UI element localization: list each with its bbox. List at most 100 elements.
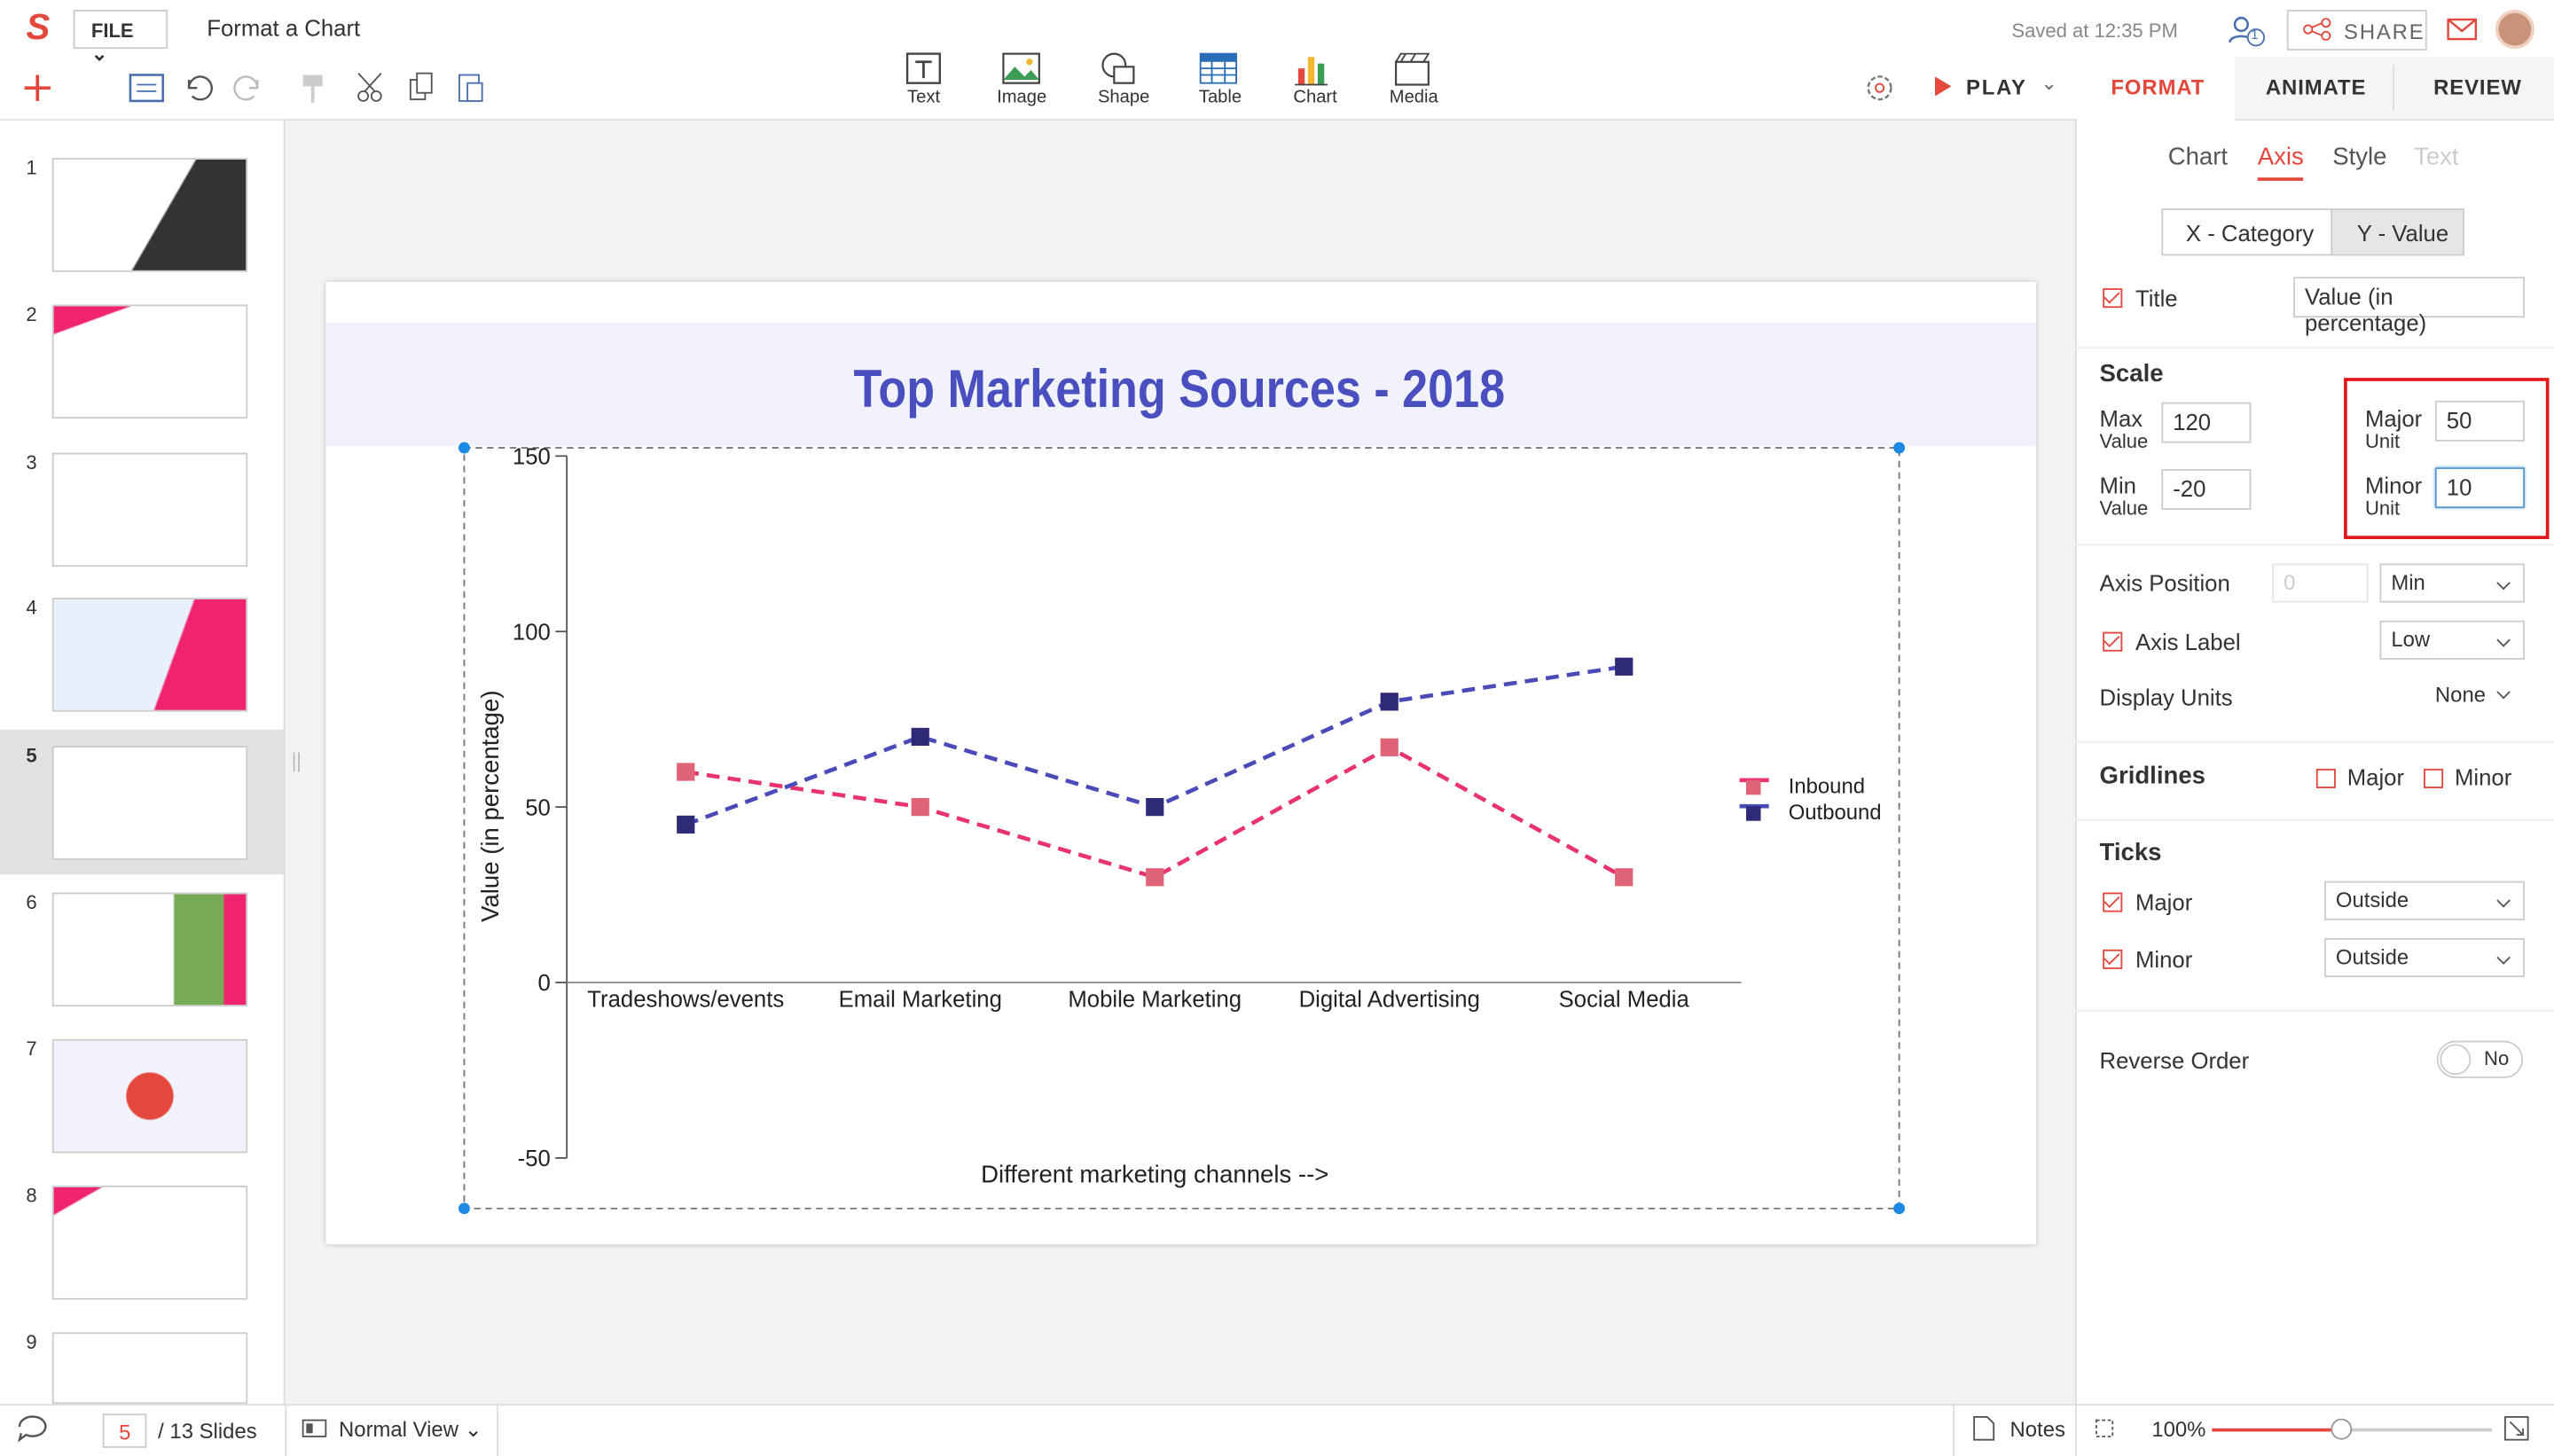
fit-icon[interactable] (2091, 1415, 2117, 1441)
major-label-sub: Unit (2364, 429, 2401, 453)
data-point (1380, 693, 1398, 711)
mail-icon[interactable] (2447, 15, 2482, 44)
slide-thumbnail[interactable] (51, 1332, 248, 1405)
tab-review[interactable]: REVIEW (2433, 74, 2522, 100)
axis-label-checkbox[interactable] (2103, 631, 2123, 652)
slide-number: 2 (26, 302, 37, 326)
subtab-axis[interactable]: Axis (2257, 143, 2304, 171)
toolbar-chart[interactable]: Chart (1293, 88, 1337, 108)
slide-thumbnail[interactable] (51, 304, 248, 419)
share-icon (2303, 18, 2331, 41)
fullscreen-icon[interactable] (2503, 1415, 2529, 1441)
play-dropdown[interactable]: ⌄ (2041, 71, 2057, 95)
notes-icon (1973, 1416, 1995, 1441)
edit-toolbar (24, 72, 483, 103)
zoom-level: 100% (2151, 1416, 2206, 1442)
divider (2075, 818, 2554, 821)
x-tick-label: Digital Advertising (1299, 988, 1480, 1013)
current-slide-input[interactable]: 5 (102, 1413, 147, 1448)
gridlines-major-checkbox[interactable] (2315, 768, 2336, 788)
play-button[interactable]: PLAY (1965, 74, 2027, 100)
minor-label: Minor (2364, 472, 2423, 499)
slide-number: 3 (26, 450, 37, 474)
gridlines-minor-checkbox[interactable] (2424, 768, 2444, 788)
max-input[interactable]: 120 (2161, 402, 2252, 443)
x-axis-label: Different marketing channels --> (981, 1160, 1328, 1187)
file-menu[interactable]: FILE ⌄ (73, 10, 168, 65)
data-point (1615, 657, 1633, 676)
avatar[interactable] (2495, 10, 2534, 50)
slide-thumbnail[interactable] (51, 452, 248, 568)
toolbar-image[interactable]: Image (997, 88, 1047, 108)
axis-label-select[interactable]: Low (2379, 620, 2525, 660)
toolbar-table[interactable]: Table (1198, 88, 1242, 108)
view-select[interactable]: Normal View ⌄ (339, 1416, 482, 1442)
settings-icon[interactable] (1863, 72, 1896, 105)
major-label: Major (2364, 405, 2423, 432)
slide-thumbnail[interactable] (51, 598, 248, 712)
title-checkbox[interactable] (2103, 288, 2123, 309)
subtab-chart[interactable]: Chart (2167, 143, 2229, 171)
major-input[interactable]: 50 (2434, 400, 2525, 442)
y-value-button[interactable]: Y - Value (2331, 208, 2464, 256)
slide-number: 4 (26, 596, 37, 619)
divider (2075, 1009, 2554, 1012)
subtab-style[interactable]: Style (2332, 143, 2387, 171)
data-point (1146, 868, 1164, 887)
slide-thumbnail[interactable] (51, 746, 248, 860)
gridlines-minor-label: Minor (2454, 763, 2512, 790)
handle[interactable] (1893, 442, 1906, 454)
slide-thumbnail[interactable] (51, 158, 248, 272)
handle[interactable] (458, 442, 470, 454)
axis-label-label: Axis Label (2135, 628, 2241, 655)
ticks-major-select[interactable]: Outside (2324, 881, 2525, 920)
min-input[interactable]: -20 (2161, 468, 2252, 510)
tab-animate[interactable]: ANIMATE (2265, 74, 2367, 100)
ticks-minor-select[interactable]: Outside (2324, 937, 2525, 978)
data-point (1146, 798, 1164, 817)
share-button[interactable]: SHARE (2286, 10, 2427, 51)
view-label: Normal View (339, 1416, 458, 1442)
divider (1953, 1404, 1955, 1456)
y-tick-label: 50 (525, 795, 551, 820)
chart[interactable]: Top Marketing Sources - 2018 Value (in p… (325, 282, 2036, 1245)
title-band (325, 322, 2036, 447)
tab-format[interactable]: FORMAT (2111, 74, 2205, 100)
ticks-minor-checkbox[interactable] (2103, 949, 2123, 969)
series-line (685, 745, 1626, 880)
notes-button[interactable]: Notes (2010, 1416, 2065, 1442)
title-input[interactable]: Value (in percentage) (2293, 277, 2525, 335)
doc-title[interactable]: Format a Chart (207, 14, 361, 41)
display-units-select[interactable]: None (2425, 674, 2523, 713)
slide-thumbnail[interactable] (51, 1186, 248, 1300)
handle[interactable] (458, 1202, 470, 1215)
ticks-heading: Ticks (2099, 838, 2162, 867)
toolbar-media[interactable]: Media (1389, 88, 1438, 108)
toolbar-text[interactable]: Text (907, 88, 941, 108)
minor-input[interactable]: 10 (2434, 467, 2525, 509)
slide-number: 1 (26, 156, 37, 180)
data-point (677, 763, 695, 781)
slide-thumbnail[interactable] (51, 1038, 248, 1154)
min-label-sub: Value (2099, 497, 2149, 520)
min-label: Min (2099, 472, 2136, 499)
comments-icon[interactable] (16, 1413, 49, 1443)
divider (2075, 544, 2554, 546)
collab-icon[interactable] (2225, 13, 2268, 49)
gridlines-major-label: Major (2346, 763, 2405, 790)
sidebar-resize[interactable] (293, 752, 300, 772)
axis-position-select[interactable]: Min (2379, 563, 2525, 603)
zoom-slider-knob[interactable] (2331, 1418, 2353, 1440)
slide-number: 7 (26, 1037, 37, 1061)
tab-format-bg (2075, 57, 2236, 120)
handle[interactable] (1893, 1202, 1906, 1215)
format-panel (2075, 57, 2554, 1405)
x-category-button[interactable]: X - Category (2161, 208, 2333, 256)
reverse-order-toggle[interactable] (2436, 1040, 2524, 1078)
chart-title: Top Marketing Sources - 2018 (853, 358, 1505, 419)
logo[interactable]: S (26, 6, 51, 48)
ticks-major-checkbox[interactable] (2103, 892, 2123, 912)
toolbar-shape[interactable]: Shape (1097, 88, 1150, 108)
slide-thumbnail[interactable] (51, 892, 248, 1007)
